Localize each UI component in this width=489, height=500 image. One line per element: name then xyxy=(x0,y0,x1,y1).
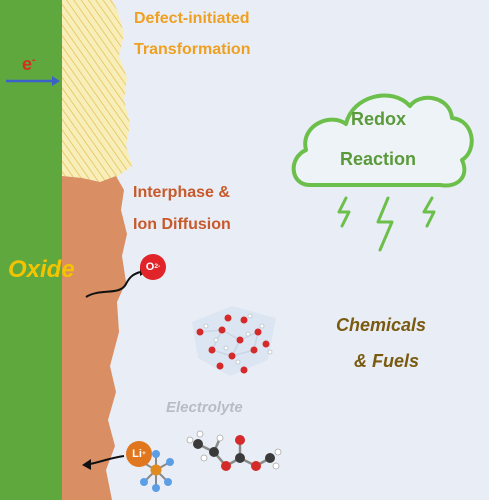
electron-arrow xyxy=(6,76,60,86)
cloud-icon xyxy=(291,93,474,188)
interphase-label-line2: Ion Diffusion xyxy=(133,216,231,233)
redox-label-line1: Redox xyxy=(351,109,407,129)
interphase-region xyxy=(62,176,127,500)
lithium-ion-arrow xyxy=(82,455,125,470)
chemicals-label-line1: Chemicals xyxy=(336,315,427,335)
electrolyte-label: Electrolyte xyxy=(166,399,243,416)
electron-label: e- xyxy=(22,54,36,74)
lithium-ion-badge: Li + xyxy=(126,441,152,467)
molecule-icon xyxy=(192,306,276,376)
background-panel xyxy=(62,0,489,500)
oxide-bar xyxy=(0,0,62,500)
solvent-molecule-icon xyxy=(186,430,282,471)
interphase-label-line1: Interphase & xyxy=(133,184,230,201)
oxygen-ion-badge: O 2- xyxy=(140,254,166,280)
lightning-icon xyxy=(337,196,436,252)
defect-region xyxy=(62,0,132,182)
defect-label-line1: Defect-initiated xyxy=(134,10,250,27)
redox-label-line2: Reaction xyxy=(340,149,417,169)
chemicals-label-line2: & Fuels xyxy=(354,351,420,371)
defect-label-line2: Transformation xyxy=(134,41,251,58)
oxide-label: Oxide xyxy=(8,256,75,283)
